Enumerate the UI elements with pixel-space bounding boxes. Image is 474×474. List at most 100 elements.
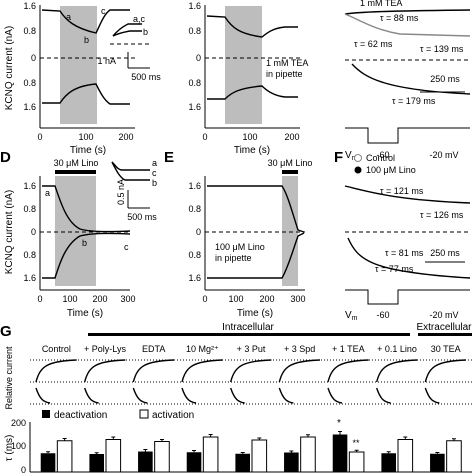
panel-g-activation-trace [35, 359, 77, 383]
panel-b-inward-trace [207, 85, 298, 100]
panel-d-outward-trace [42, 185, 131, 233]
panel-e-ytick: 0 [196, 227, 201, 237]
panel-b-xtick: 100 [242, 132, 257, 142]
panel-f-label: F [334, 149, 343, 166]
panel-a-inset-trace-ac [112, 23, 142, 37]
panel-e-ytick: 1.6 [188, 181, 201, 191]
panel-g-deactivation-trace [84, 387, 99, 404]
activation-bar [202, 436, 219, 473]
panel-g-intracellular-bar [88, 333, 410, 336]
panel-f-vm-sub: m [352, 315, 358, 322]
panel-a-inset-label-ac: a,c [133, 14, 146, 24]
deactivation-bar [284, 452, 299, 472]
panel-d-ylabel: KCNQ current (nA) [4, 190, 15, 274]
panel-a-label-b: b [84, 35, 89, 45]
panel-f-legend-control: Control [366, 153, 395, 163]
error-bar [257, 437, 262, 440]
panel-f-legend-lino: 100 μM Lino [366, 165, 416, 175]
activation-bar [397, 439, 414, 473]
panel-a-xtick: 100 [78, 132, 93, 142]
panel-a-xlabel: Time (s) [70, 145, 106, 156]
panel-f-voltage-protocol [345, 289, 470, 305]
panel-e-xtick: 0 [202, 294, 207, 304]
panel-f-trace-upper [344, 185, 471, 204]
panel-d-ytick: 1.6 [23, 273, 36, 283]
panel-a: 1.6 0.8 0 0.8 1.6 0 100 200 Time (s) KCN… [4, 1, 161, 156]
panel-g-extracellular-bar [418, 333, 472, 336]
error-bar [338, 431, 343, 435]
panel-d-label-b: b [82, 238, 87, 248]
panel-g-condition-label: + 3 Spd [284, 344, 315, 354]
panel-a-ytick: 0.8 [23, 78, 36, 88]
panel-d-xtick: 200 [92, 294, 107, 304]
panel-g-significance-star: * [337, 418, 341, 429]
panel-f-vm: Vm [345, 310, 358, 322]
panel-b-ytick: 0.8 [188, 26, 201, 36]
panel-a-label-a: a [66, 12, 71, 22]
panel-d-inset-trace-b [111, 161, 150, 181]
panel-e-ytick: 1.6 [188, 273, 201, 283]
panel-g-legend-act: activation [152, 410, 194, 421]
panel-g-legend-deact: deactivation [54, 410, 107, 421]
panel-g-condition-label: + 0.1 Lino [377, 344, 417, 354]
panel-d-ytick: 0.8 [23, 204, 36, 214]
panel-c-v2: -20 mV [429, 150, 458, 160]
panel-d-ytick: 0.8 [23, 250, 36, 260]
panel-a-inset-trace-b [112, 30, 142, 37]
panel-g-activation-trace [327, 359, 369, 383]
panel-e-outward-trace [207, 185, 305, 233]
activation-bar [251, 439, 268, 473]
panel-c-header: 1 mM TEA [360, 0, 402, 8]
panel-c-scale-label: 250 ms [430, 74, 460, 84]
panel-e-note-2: in pipette [215, 253, 252, 263]
panel-d-inset-scale-x-label: 500 ms [127, 212, 157, 222]
panel-g-legend-act-swatch [139, 409, 149, 419]
error-bar [143, 449, 148, 452]
panel-e-drug-label: 30 μM Lino [268, 158, 313, 168]
panel-g-bars [40, 431, 462, 473]
panel-g-extracellular-label: Extracellular [416, 322, 472, 333]
panel-g-activation-trace [278, 359, 321, 383]
panel-b-ytick: 0.8 [188, 78, 201, 88]
error-bar [435, 452, 440, 454]
deactivation-bar [235, 453, 250, 472]
panel-b-ytick: 0 [196, 53, 201, 63]
panel-b-xtick: 200 [284, 132, 299, 142]
error-bar [46, 451, 51, 454]
panel-a-inward-trace [42, 83, 130, 105]
panel-a-inset-label-b: b [143, 27, 148, 37]
error-bar [386, 451, 391, 454]
panel-e-label: E [164, 149, 174, 166]
panel-d-xtick: 100 [62, 294, 77, 304]
panel-g-activation-trace [132, 359, 175, 383]
panel-a-ytick: 0 [31, 53, 36, 63]
panel-e-inward-trace [207, 232, 305, 279]
error-bar [159, 439, 164, 442]
error-bar [240, 452, 245, 454]
panel-c-v1: -60 [376, 150, 389, 160]
panel-e-xtick: 100 [228, 294, 243, 304]
panel-e-xlabel: Time (s) [237, 308, 273, 319]
panel-f-scale-label: 250 ms [430, 248, 460, 258]
deactivation-bar [430, 453, 445, 472]
panel-b-xlabel: Time (s) [234, 145, 270, 156]
panel-e-drug-bar [282, 170, 298, 174]
panel-f: F Control 100 μM Lino τ = 121 ms τ = 126… [334, 149, 471, 322]
panel-g-condition-labels: Control + Poly-Lys EDTA 10 Mg²⁺ + 3 Put + 3 S… [42, 344, 461, 354]
panel-f-trace-lower [347, 237, 471, 279]
error-bar [354, 449, 359, 452]
panel-g-deactivation-trace [424, 387, 440, 404]
panel-g-deactivation-trace [181, 387, 197, 404]
panel-e-ytick: 0.8 [188, 204, 201, 214]
panel-f-v2: -20 mV [429, 310, 458, 320]
panel-g-activation-trace [375, 359, 418, 383]
panel-e-drug-shade [282, 176, 298, 286]
panel-a-xtick: 0 [37, 132, 42, 142]
panel-d-inset-label-c: c [152, 168, 157, 178]
panel-g-activation-trace [424, 359, 467, 383]
panel-g-traces [35, 359, 467, 404]
deactivation-bar [186, 452, 202, 472]
panel-e-xtick: 200 [259, 294, 274, 304]
panel-g-ytick: 100 [11, 441, 26, 451]
error-bar [289, 450, 294, 453]
